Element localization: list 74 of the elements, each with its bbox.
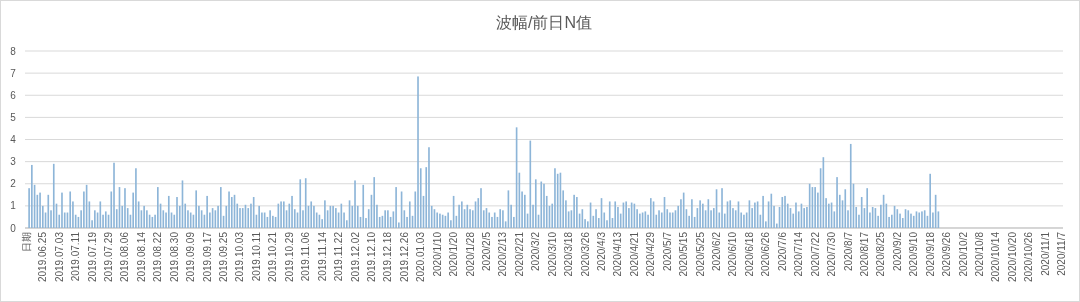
y-tick-label: 7 <box>10 67 17 79</box>
x-tick-label: 2020/9/26 <box>941 231 953 277</box>
x-tick-label: 2020/5/15 <box>678 231 690 277</box>
x-tick-label: 2019.10.21 <box>267 231 279 283</box>
x-tick-label: 2020/9/10 <box>908 231 920 277</box>
x-tick-label: 2019.07.29 <box>103 231 115 283</box>
x-tick-label: 2020/5/7 <box>661 231 673 271</box>
x-tick-label: 2020/8/7 <box>842 231 854 271</box>
y-tick-label: 2 <box>10 178 17 190</box>
y-tick-label: 1 <box>10 200 17 212</box>
x-tick-label: 2020/5/25 <box>694 231 706 277</box>
x-tick-label: 2020/10/14 <box>990 231 1002 283</box>
x-tick-label: 2019.08.06 <box>119 231 131 283</box>
x-tick-label: 2020/7/6 <box>776 231 788 271</box>
x-tick-label: 2020/3/2 <box>530 231 542 271</box>
x-tick-label: 2019.12.02 <box>349 231 361 283</box>
x-tick-label: 2020/7/14 <box>793 231 805 277</box>
x-tick-label: 2020/2/21 <box>513 231 525 277</box>
x-tick-label: 2019.11.14 <box>316 231 328 282</box>
x-tick-label: 2019.08.14 <box>135 231 147 283</box>
x-tick-label: 2020/11/7 <box>1056 231 1068 276</box>
x-tick-label: 2019.11.06 <box>300 231 312 282</box>
x-tick-label: 2019.09.17 <box>201 231 213 283</box>
y-tick-label: 8 <box>10 45 17 57</box>
x-tick-label: 2020/2/13 <box>497 231 509 277</box>
x-tick-label: 2019.12.26 <box>398 231 410 283</box>
x-tick-label: 2019.08.30 <box>168 231 180 283</box>
x-tick-label: 2020/4/29 <box>645 231 657 277</box>
x-tick-label: 2020/4/3 <box>596 231 608 271</box>
x-tick-label: 2020/10/8 <box>973 231 985 277</box>
x-tick-label: 2020/9/2 <box>891 231 903 271</box>
x-tick-label: 2020/10/26 <box>1023 231 1035 283</box>
x-tick-label: 2020/9/18 <box>924 231 936 277</box>
x-tick-label: 2019.07.03 <box>53 231 65 283</box>
x-tick-label: 2019.09.09 <box>185 231 197 283</box>
x-tick-label: 2020/7/22 <box>809 231 821 277</box>
x-tick-label: 2020/8/25 <box>875 231 887 277</box>
x-tick-label: 2020/3/10 <box>546 231 558 277</box>
x-tick-label: 2019.10.29 <box>283 231 295 283</box>
chart-title: 波幅/前日N值 <box>496 14 592 31</box>
y-tick-label: 4 <box>10 134 17 145</box>
x-tick-label: 2020/6/18 <box>743 231 755 277</box>
y-tick-label: 0 <box>10 222 17 234</box>
x-tick-label: 2020/1/20 <box>448 231 460 277</box>
x-tick-label: 2020/4/21 <box>628 231 640 277</box>
x-tick-label: 2020/11/1 <box>1039 231 1051 276</box>
x-tick-label: 2020/4/13 <box>612 231 624 277</box>
x-tick-label: 2019.12.18 <box>382 231 394 283</box>
x-tick-label: 2020/7/30 <box>826 231 838 277</box>
x-tick-label: 2019.10.11 <box>250 231 262 282</box>
x-tick-label: 2019.10.03 <box>234 231 246 283</box>
x-tick-label: 2019.08.22 <box>152 231 164 283</box>
x-tick-label: 2020/2/5 <box>480 231 492 271</box>
x-tick-label: 日期 <box>20 232 32 252</box>
x-tick-label: 2020.01.03 <box>415 231 427 283</box>
x-tick-label: 2020/6/10 <box>727 231 739 277</box>
x-tick-label: 2020/3/26 <box>579 231 591 277</box>
x-tick-label: 2019.12.10 <box>365 231 377 283</box>
y-tick-label: 5 <box>10 111 17 123</box>
x-tick-label: 2020/6/26 <box>760 231 772 277</box>
x-tick-label: 2020/10/20 <box>1006 231 1018 283</box>
x-tick-label: 2019.07.19 <box>86 231 98 283</box>
x-tick-label: 2020/6/2 <box>711 231 723 271</box>
x-tick-label: 2019.06.25 <box>37 231 49 283</box>
x-tick-label: 2020/1/10 <box>431 231 443 277</box>
x-tick-label: 2020/8/17 <box>858 231 870 277</box>
x-tick-label: 2019.11.22 <box>333 231 345 282</box>
y-tick-label: 6 <box>10 89 17 101</box>
x-tick-label: 2020/10/2 <box>957 231 969 277</box>
x-tick-label: 2020/3/18 <box>563 231 575 277</box>
x-tick-label: 2019.09.25 <box>218 231 230 283</box>
x-tick-label: 2020/1/28 <box>464 231 476 277</box>
y-tick-label: 3 <box>10 156 17 168</box>
x-tick-label: 2019.07.11 <box>70 231 82 282</box>
